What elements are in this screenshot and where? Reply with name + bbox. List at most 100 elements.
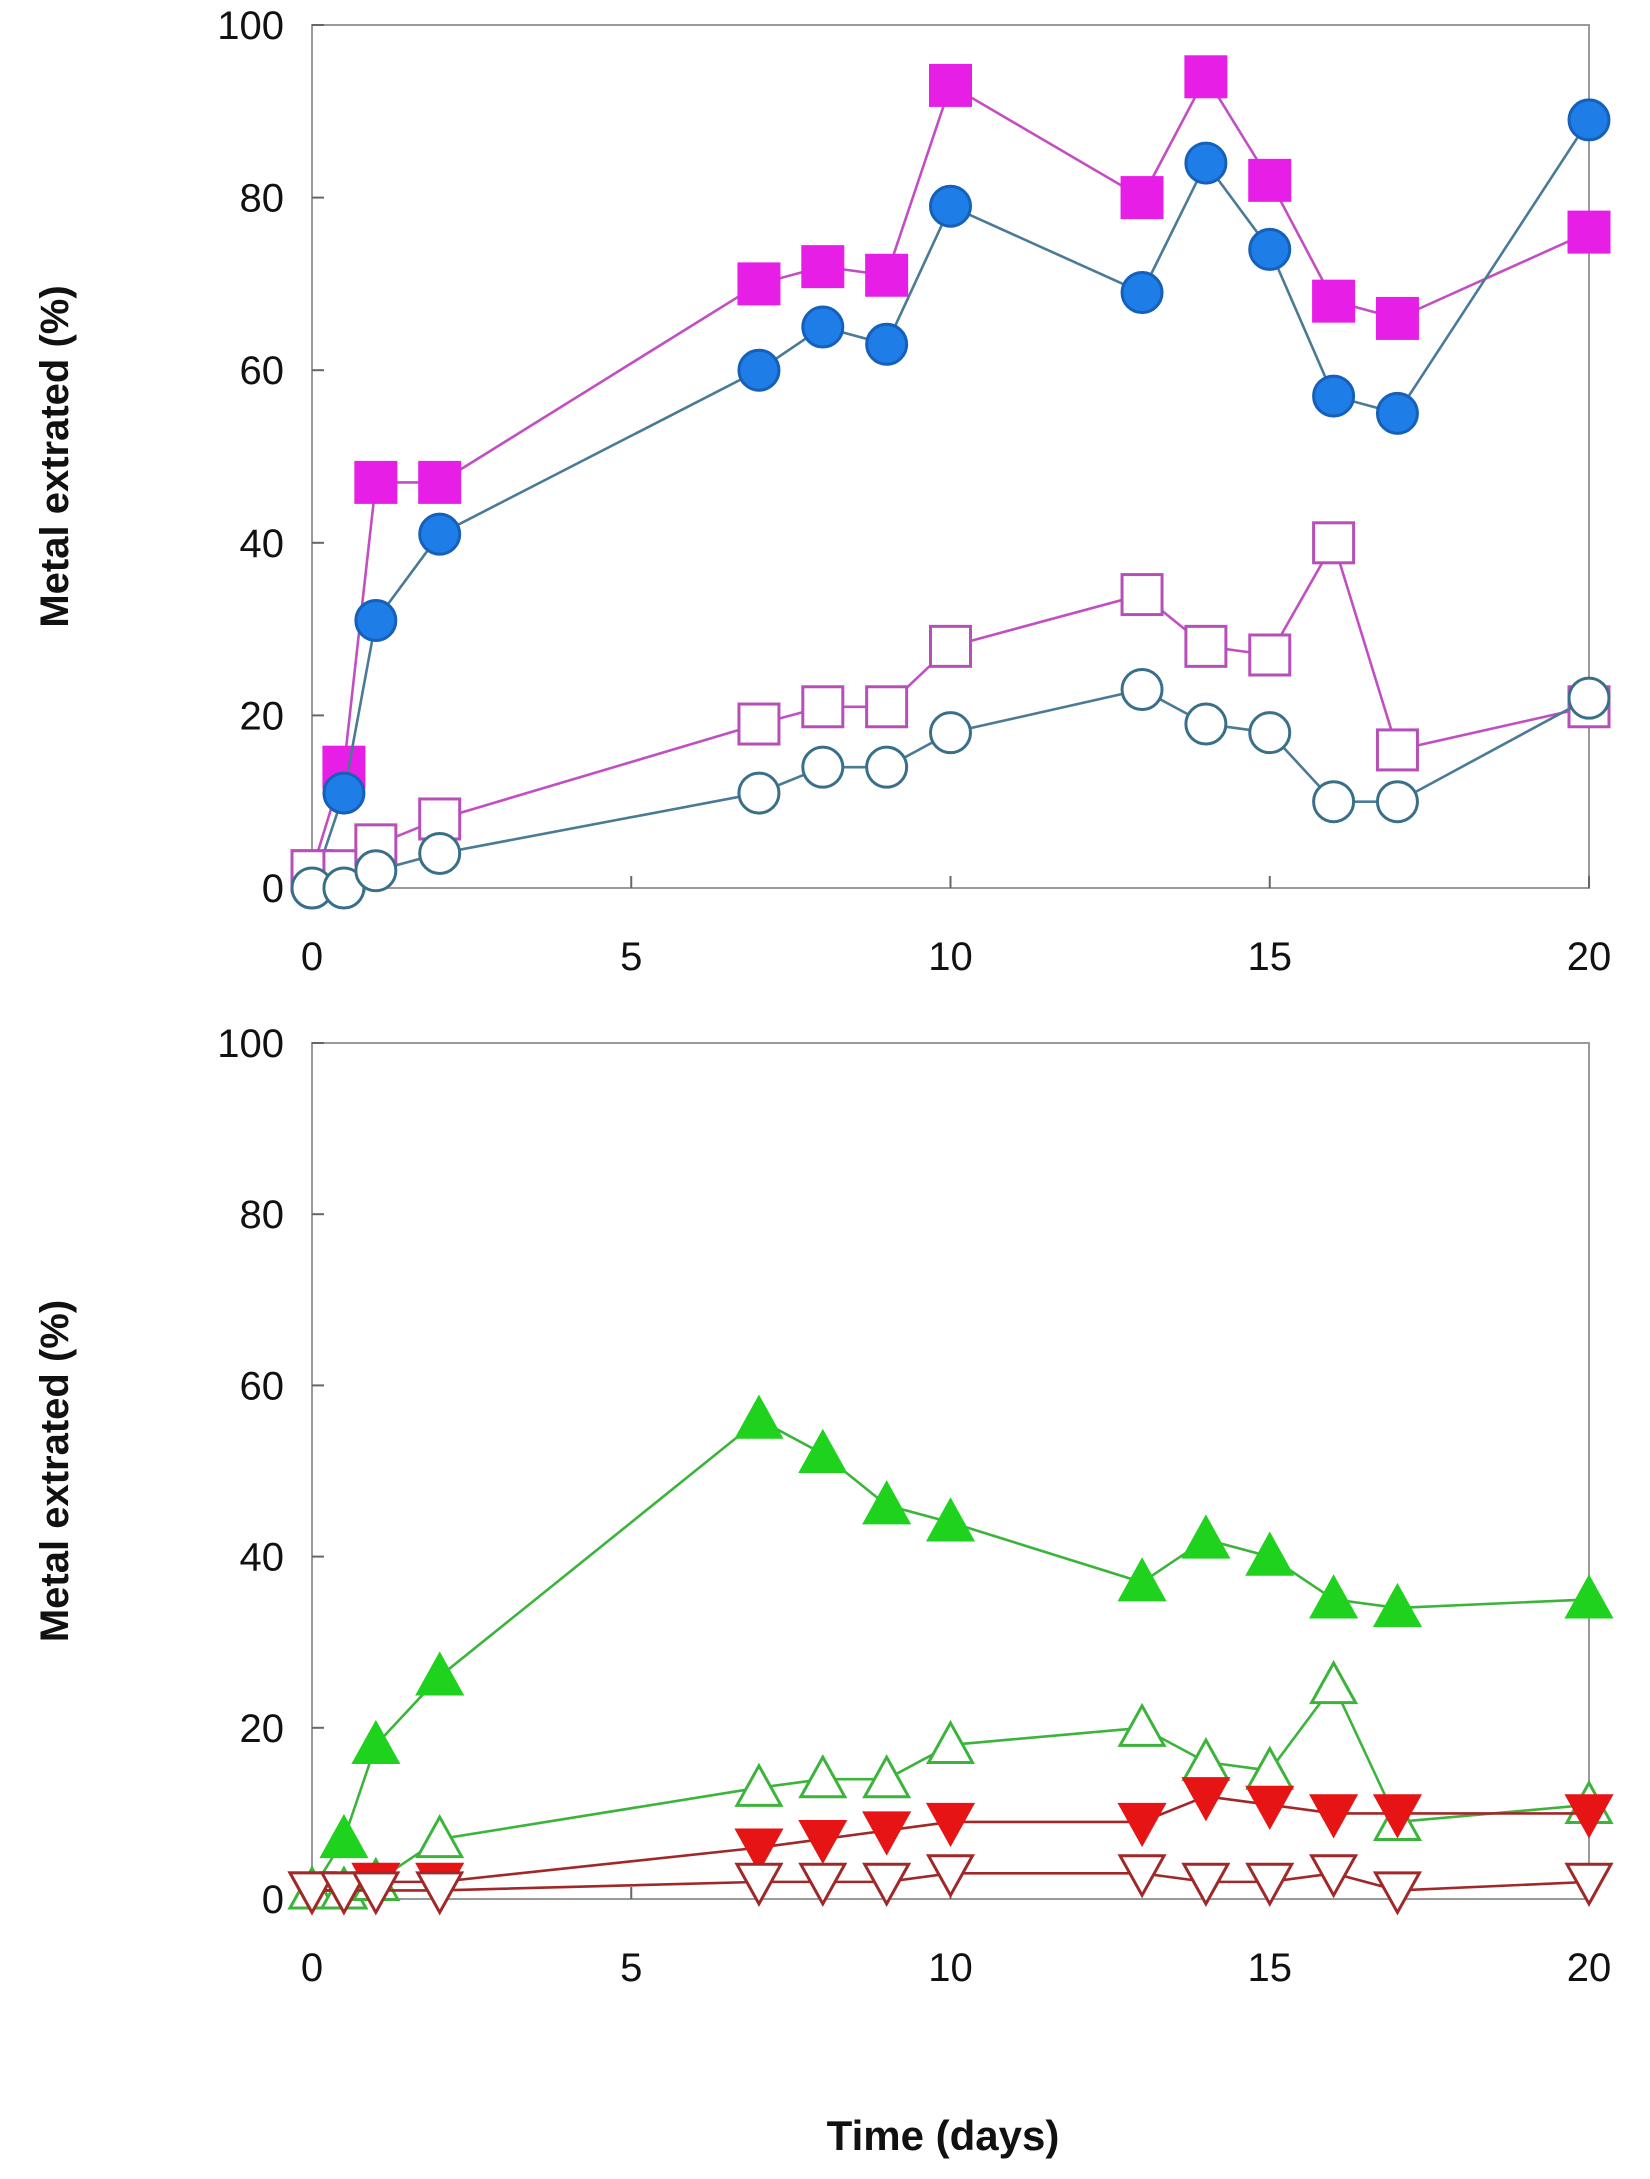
data-point xyxy=(1120,668,1164,712)
y-tick-label: 20 xyxy=(240,1707,285,1751)
data-point xyxy=(1312,279,1356,323)
x-tick-label: 15 xyxy=(1248,1946,1293,1990)
data-point xyxy=(734,1828,784,1873)
data-point xyxy=(351,1871,401,1916)
data-point xyxy=(1120,573,1164,617)
data-point xyxy=(925,1802,976,1848)
data-point xyxy=(354,460,398,504)
data-point xyxy=(925,1854,976,1899)
series-open-circle xyxy=(290,668,1611,910)
data-point xyxy=(862,1480,912,1525)
y-tick-label: 0 xyxy=(262,1878,284,1922)
data-point xyxy=(319,1813,369,1859)
data-point xyxy=(1375,391,1419,435)
data-point xyxy=(798,1862,848,1907)
data-point xyxy=(415,1651,465,1696)
data-point xyxy=(862,1811,912,1856)
data-point xyxy=(1309,1659,1359,1705)
data-point xyxy=(801,745,845,789)
y-tick-label: 80 xyxy=(240,177,285,221)
data-point xyxy=(1181,1862,1231,1907)
data-point xyxy=(1312,374,1356,418)
data-point xyxy=(1181,1777,1231,1822)
data-point xyxy=(737,348,781,392)
data-point xyxy=(865,322,909,366)
data-point xyxy=(801,305,845,349)
x-tick-label: 15 xyxy=(1248,935,1293,979)
data-point xyxy=(862,1754,912,1799)
data-point xyxy=(354,598,398,642)
series-line xyxy=(310,1418,1590,1892)
x-tick-label: 10 xyxy=(928,935,973,979)
series-open-square xyxy=(290,521,1611,893)
series-filled-triangle-up xyxy=(287,1394,1614,1910)
y-tick-label: 0 xyxy=(262,867,284,911)
data-point xyxy=(734,1762,784,1807)
data-point xyxy=(418,831,462,875)
data-point xyxy=(418,460,462,504)
data-point xyxy=(1372,1794,1422,1839)
x-tick-label: 20 xyxy=(1567,935,1612,979)
x-tick-label: 0 xyxy=(301,1946,323,1990)
data-point xyxy=(1184,624,1228,668)
data-point xyxy=(1564,1794,1614,1839)
chart-panel-bottom: 0 20 40 60 80 100 0 5 10 15 20 Metal extrated (%) xyxy=(33,1022,1614,1990)
plot-frame xyxy=(311,1042,1590,1900)
data-point xyxy=(734,1394,784,1439)
data-point xyxy=(1309,1794,1359,1839)
x-tick-label: 5 xyxy=(620,935,642,979)
y-tick-label: 20 xyxy=(240,694,285,738)
data-point xyxy=(1117,1854,1167,1899)
y-tick-label: 40 xyxy=(240,522,285,566)
y-tick-label: 100 xyxy=(217,4,284,48)
x-tick-label: 20 xyxy=(1567,1946,1612,1990)
data-point xyxy=(925,1719,976,1765)
data-point xyxy=(1312,780,1356,824)
data-point xyxy=(798,1428,848,1473)
data-point xyxy=(801,245,845,289)
data-point xyxy=(1375,728,1419,772)
data-point xyxy=(1117,1802,1167,1848)
chart-panel-top: 0 20 40 60 80 100 0 5 10 15 20 Metal extrated (%) xyxy=(33,4,1611,979)
data-point xyxy=(1248,633,1292,677)
data-point xyxy=(1245,1785,1295,1830)
series-open-triangle-down xyxy=(287,1854,1614,1916)
data-point xyxy=(1117,1557,1167,1602)
x-tick-label: 0 xyxy=(301,935,323,979)
data-point xyxy=(1120,271,1164,315)
y-tick-label: 100 xyxy=(217,1022,284,1066)
data-point xyxy=(1117,1702,1167,1747)
data-point xyxy=(1375,296,1419,340)
data-point xyxy=(1248,158,1292,202)
data-point xyxy=(801,685,845,729)
x-tick-label: 5 xyxy=(620,1946,642,1990)
data-point xyxy=(1245,1862,1295,1907)
data-point xyxy=(415,1813,465,1859)
data-point xyxy=(1567,676,1611,720)
series-filled-circle xyxy=(290,98,1611,910)
data-point xyxy=(798,1819,848,1865)
data-point xyxy=(1375,780,1419,824)
data-point xyxy=(418,512,462,556)
data-point xyxy=(1248,711,1292,755)
data-point xyxy=(1184,702,1228,746)
x-tick-label: 10 xyxy=(928,1946,973,1990)
data-point xyxy=(737,771,781,815)
data-point xyxy=(929,624,972,668)
y-tick-label: 60 xyxy=(240,1364,285,1408)
data-point xyxy=(1248,227,1292,271)
data-point xyxy=(737,262,781,306)
data-point xyxy=(1372,1582,1422,1628)
data-point xyxy=(865,685,909,729)
data-point xyxy=(1181,1514,1231,1559)
data-point xyxy=(1567,98,1611,142)
data-point xyxy=(1245,1531,1295,1576)
data-point xyxy=(1181,1736,1231,1782)
y-tick-label: 80 xyxy=(240,1193,285,1237)
data-point xyxy=(1120,176,1164,220)
data-point xyxy=(287,1871,337,1916)
data-point xyxy=(354,849,398,893)
data-point xyxy=(1564,1862,1614,1907)
data-point xyxy=(1372,1871,1422,1916)
